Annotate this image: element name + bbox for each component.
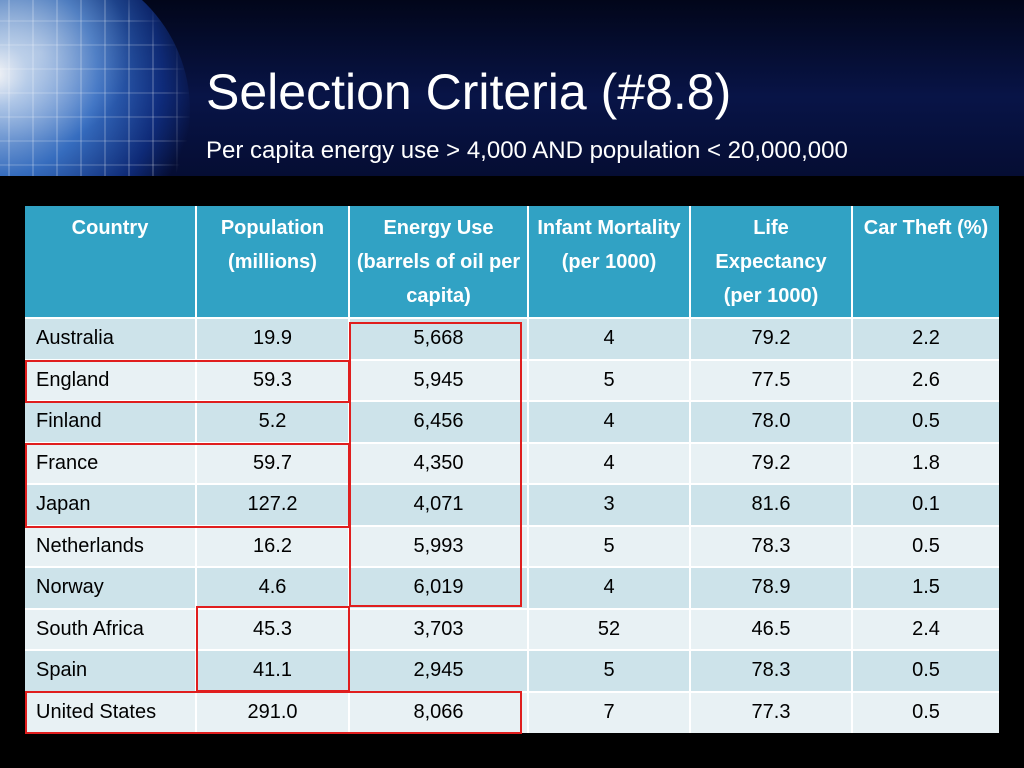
cell-energy-use: 5,945	[349, 358, 529, 401]
table-row: Netherlands 16.2 5,993 5 78.3 0.5	[25, 524, 999, 567]
cell-population: 59.3	[196, 358, 350, 401]
cell-energy-use: 3,703	[349, 607, 529, 650]
table-row: Japan 127.2 4,071 3 81.6 0.1	[25, 483, 999, 526]
light-flare-decoration	[0, 0, 200, 176]
header-population: Population (millions)	[196, 206, 350, 318]
cell-population: 127.2	[196, 483, 350, 526]
globe-grid-decoration	[0, 0, 190, 176]
cell-population: 5.2	[196, 400, 350, 443]
cell-population: 45.3	[196, 607, 350, 650]
header-infant-mortality: Infant Mortality (per 1000)	[528, 206, 691, 318]
table-row: Spain 41.1 2,945 5 78.3 0.5	[25, 649, 999, 692]
cell-life-expectancy: 46.5	[690, 607, 853, 650]
cell-energy-use: 5,993	[349, 524, 529, 567]
table-row: France 59.7 4,350 4 79.2 1.8	[25, 441, 999, 484]
cell-energy-use: 2,945	[349, 649, 529, 692]
cell-energy-use: 8,066	[349, 690, 529, 733]
cell-country: Netherlands	[25, 524, 197, 567]
cell-population: 19.9	[196, 317, 350, 360]
cell-country: England	[25, 358, 197, 401]
cell-country: Australia	[25, 317, 197, 360]
cell-infant-mortality: 5	[528, 524, 691, 567]
cell-life-expectancy: 81.6	[690, 483, 853, 526]
cell-country: Norway	[25, 566, 197, 609]
cell-population: 4.6	[196, 566, 350, 609]
cell-life-expectancy: 78.3	[690, 524, 853, 567]
cell-energy-use: 5,668	[349, 317, 529, 360]
cell-infant-mortality: 7	[528, 690, 691, 733]
table-row: England 59.3 5,945 5 77.5 2.6	[25, 358, 999, 401]
cell-population: 41.1	[196, 649, 350, 692]
cell-population: 59.7	[196, 441, 350, 484]
table-row: South Africa 45.3 3,703 52 46.5 2.4	[25, 607, 999, 650]
cell-car-theft: 0.5	[852, 524, 999, 567]
cell-country: United States	[25, 690, 197, 733]
cell-infant-mortality: 52	[528, 607, 691, 650]
cell-infant-mortality: 4	[528, 317, 691, 360]
table-row: Norway 4.6 6,019 4 78.9 1.5	[25, 566, 999, 609]
table-row: Finland 5.2 6,456 4 78.0 0.5	[25, 400, 999, 443]
cell-country: Finland	[25, 400, 197, 443]
cell-country: France	[25, 441, 197, 484]
slide-subtitle: Per capita energy use > 4,000 AND popula…	[206, 137, 848, 164]
cell-infant-mortality: 4	[528, 400, 691, 443]
cell-car-theft: 1.8	[852, 441, 999, 484]
cell-car-theft: 2.6	[852, 358, 999, 401]
cell-energy-use: 6,019	[349, 566, 529, 609]
cell-car-theft: 0.1	[852, 483, 999, 526]
cell-car-theft: 2.4	[852, 607, 999, 650]
country-criteria-table: Country Population (millions) Energy Use…	[25, 206, 999, 733]
table-row: United States 291.0 8,066 7 77.3 0.5	[25, 690, 999, 733]
cell-infant-mortality: 4	[528, 441, 691, 484]
header-energy-use: Energy Use (barrels of oil per capita)	[349, 206, 529, 318]
cell-energy-use: 4,071	[349, 483, 529, 526]
header-life-expectancy: Life Expectancy (per 1000)	[690, 206, 853, 318]
cell-energy-use: 6,456	[349, 400, 529, 443]
cell-population: 291.0	[196, 690, 350, 733]
cell-car-theft: 2.2	[852, 317, 999, 360]
data-table-container: Country Population (millions) Energy Use…	[25, 206, 999, 733]
cell-infant-mortality: 5	[528, 358, 691, 401]
cell-car-theft: 0.5	[852, 400, 999, 443]
cell-energy-use: 4,350	[349, 441, 529, 484]
cell-infant-mortality: 5	[528, 649, 691, 692]
cell-life-expectancy: 79.2	[690, 441, 853, 484]
cell-population: 16.2	[196, 524, 350, 567]
cell-car-theft: 0.5	[852, 690, 999, 733]
cell-life-expectancy: 78.3	[690, 649, 853, 692]
slide-title: Selection Criteria (#8.8)	[206, 64, 732, 120]
cell-life-expectancy: 77.3	[690, 690, 853, 733]
table-header-row: Country Population (millions) Energy Use…	[25, 206, 999, 318]
cell-infant-mortality: 3	[528, 483, 691, 526]
header-country: Country	[25, 206, 197, 318]
cell-car-theft: 0.5	[852, 649, 999, 692]
table-row: Australia 19.9 5,668 4 79.2 2.2	[25, 317, 999, 360]
header-car-theft: Car Theft (%)	[852, 206, 999, 318]
cell-life-expectancy: 78.0	[690, 400, 853, 443]
cell-life-expectancy: 79.2	[690, 317, 853, 360]
cell-car-theft: 1.5	[852, 566, 999, 609]
cell-country: Japan	[25, 483, 197, 526]
globe-image	[0, 0, 190, 176]
cell-life-expectancy: 78.9	[690, 566, 853, 609]
slide-header-band: Selection Criteria (#8.8) Per capita ene…	[0, 0, 1024, 176]
cell-life-expectancy: 77.5	[690, 358, 853, 401]
cell-country: Spain	[25, 649, 197, 692]
cell-country: South Africa	[25, 607, 197, 650]
cell-infant-mortality: 4	[528, 566, 691, 609]
